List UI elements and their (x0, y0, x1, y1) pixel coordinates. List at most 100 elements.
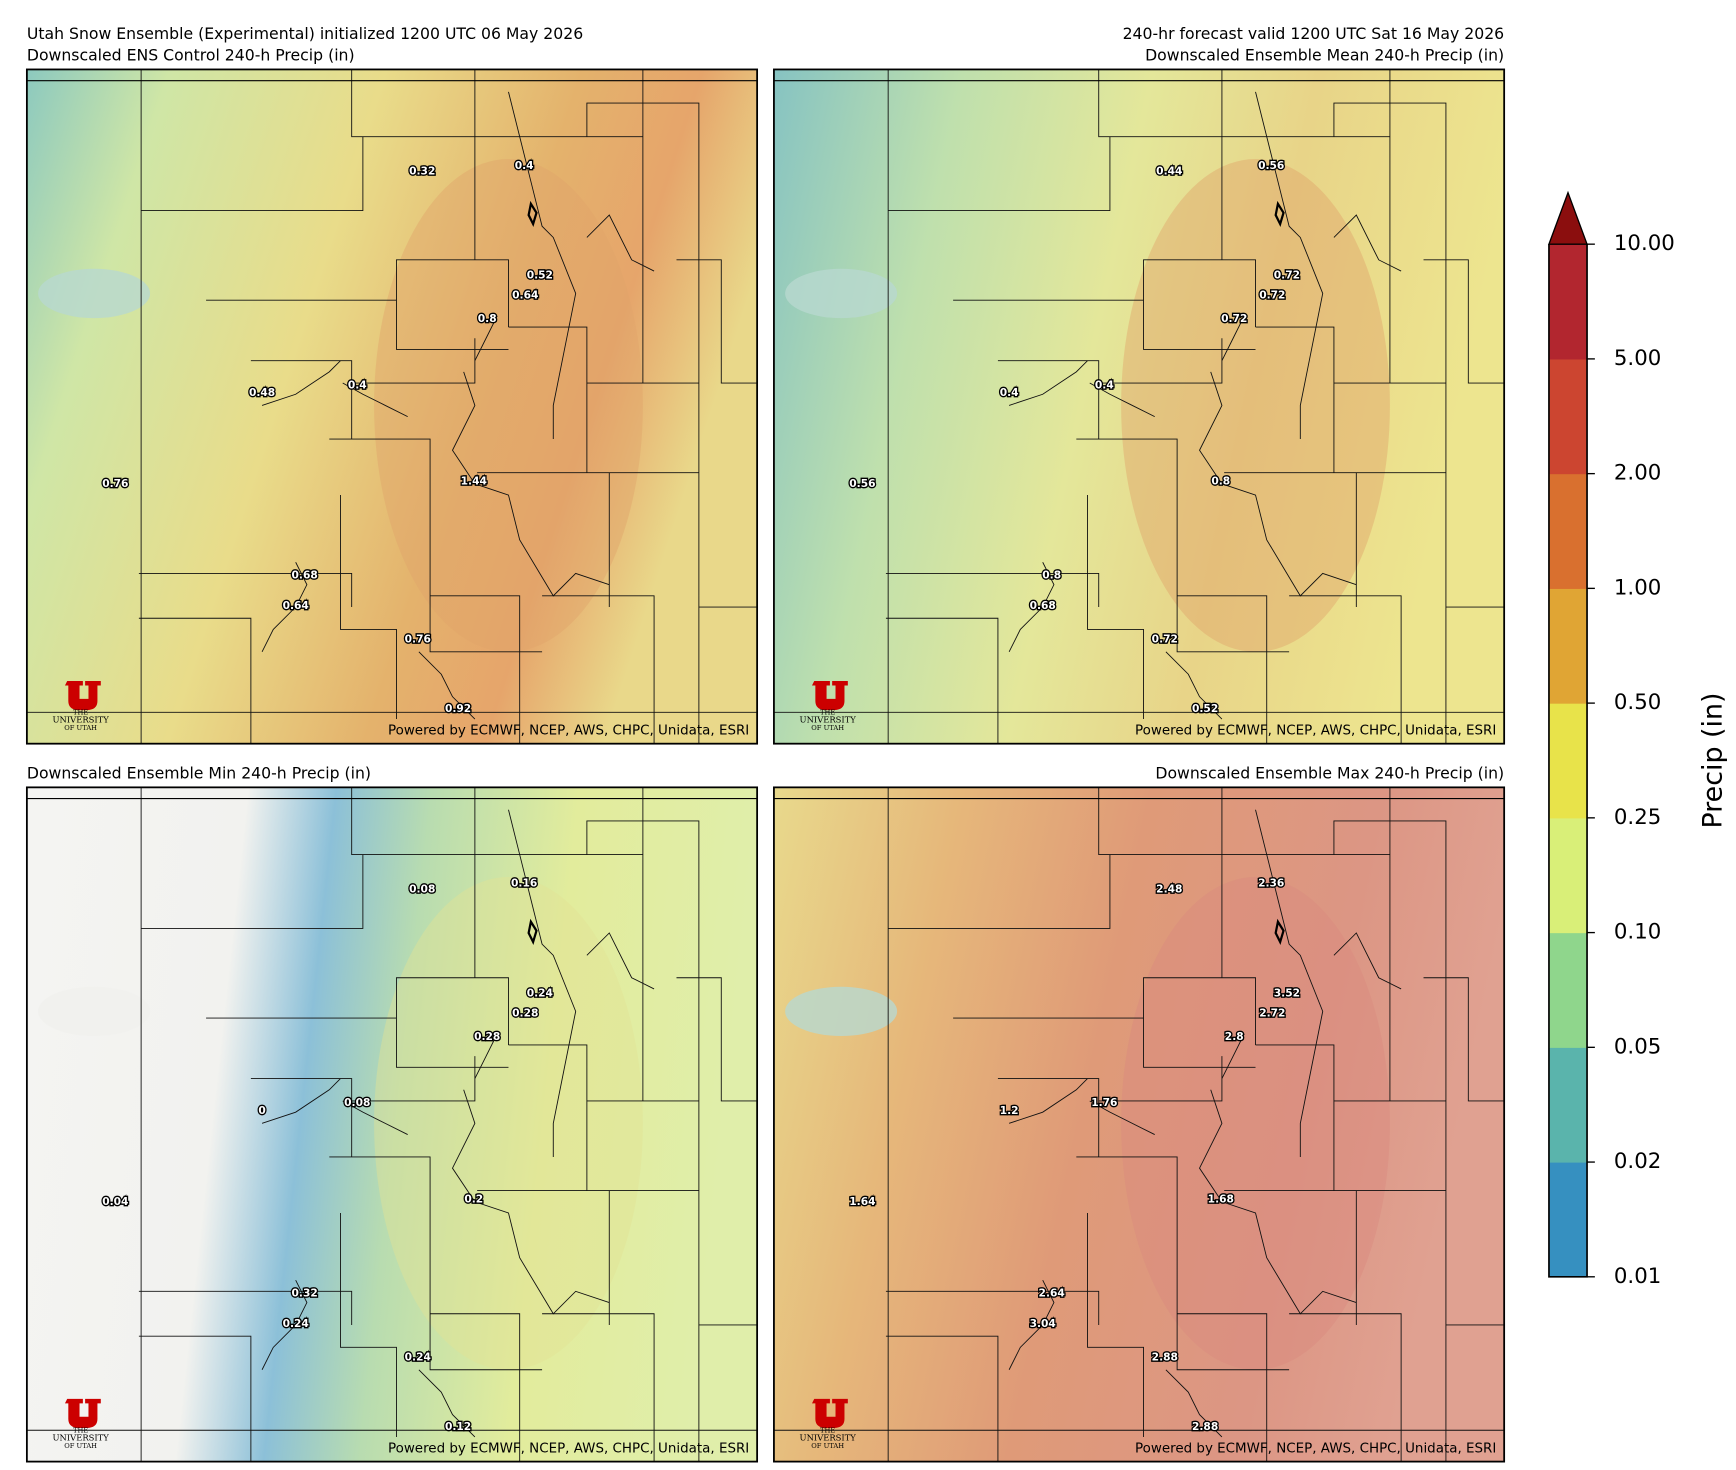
point-label: 0.28 (474, 1030, 500, 1043)
point-label: 2.48 (1156, 882, 1182, 895)
point-label: 2.8 (1225, 1030, 1244, 1043)
point-label: 0.56 (1258, 159, 1284, 172)
logo-text: THE (73, 709, 88, 717)
colorbar-tick-label: 0.50 (1614, 690, 1661, 715)
attribution: Powered by ECMWF, NCEP, AWS, CHPC, Unida… (388, 724, 749, 739)
attribution: Powered by ECMWF, NCEP, AWS, CHPC, Unida… (388, 1442, 749, 1457)
point-label: 0.64 (512, 289, 538, 302)
point-label: 0.32 (409, 164, 435, 177)
point-label: 0.72 (1259, 289, 1285, 302)
point-label: 0.4 (1095, 378, 1114, 391)
logo-mark (64, 1398, 101, 1428)
colorbar-label: Precip (in) (1697, 692, 1728, 828)
init-title: Utah Snow Ensemble (Experimental) initia… (27, 24, 583, 43)
point-label: 0.44 (1156, 164, 1182, 177)
colorbar-tick-label: 0.25 (1614, 805, 1661, 830)
precip-field (773, 787, 1505, 1462)
colorbar-tick-label: 0.10 (1614, 920, 1661, 945)
panel-title: Downscaled Ensemble Max 240-h Precip (in… (1155, 763, 1504, 782)
point-label: 0.24 (405, 1350, 431, 1363)
point-label: 2.64 (1039, 1287, 1065, 1300)
logo-text: OF UTAH (811, 724, 844, 732)
precip-field (26, 787, 758, 1462)
field-blob (374, 159, 643, 652)
logo-text: THE (73, 1426, 88, 1434)
colorbar-tick-label: 0.01 (1614, 1264, 1661, 1289)
point-label: 2.88 (1192, 1420, 1218, 1433)
point-label: 0.32 (292, 1287, 318, 1300)
panel-border (25, 786, 759, 1463)
point-label: 0.64 (283, 599, 309, 612)
lake (38, 986, 151, 1036)
logo-text: OF UTAH (811, 1442, 844, 1450)
logo-text: UNIVERSITY (52, 1432, 109, 1442)
panel-title: Downscaled Ensemble Min 240-h Precip (in… (27, 763, 371, 782)
logo-text: UNIVERSITY (52, 714, 109, 724)
colorbar-tick-label: 0.02 (1614, 1149, 1661, 1174)
point-label: 0.52 (527, 269, 553, 282)
colorbar-tick-label: 2.00 (1614, 461, 1661, 486)
logo-mark (812, 1398, 848, 1428)
point-label: 0.56 (849, 477, 875, 490)
point-label: 0.24 (283, 1317, 309, 1330)
colorbar-extend (1547, 190, 1589, 245)
colorbar-segment (1548, 1162, 1588, 1278)
colorbar-segment (1548, 703, 1588, 819)
attribution: Powered by ECMWF, NCEP, AWS, CHPC, Unida… (1135, 724, 1496, 739)
logo-text: UNIVERSITY (800, 1432, 857, 1442)
point-label: 1.2 (1000, 1104, 1019, 1117)
field-blob (374, 876, 643, 1370)
colorbar-tick-label: 1.00 (1614, 575, 1661, 600)
lake (785, 986, 898, 1036)
valid-title: 240-hr forecast valid 1200 UTC Sat 16 Ma… (1123, 24, 1505, 43)
colorbar-segment (1548, 358, 1588, 475)
point-label: 2.36 (1258, 877, 1284, 890)
colorbar-segment (1548, 817, 1588, 934)
point-label: 1.44 (461, 475, 487, 488)
point-label: 0.04 (102, 1195, 128, 1208)
point-label: 0.8 (1042, 569, 1061, 582)
point-label: 0.48 (249, 386, 275, 399)
field-blob (1121, 876, 1390, 1370)
point-label: 0.08 (344, 1096, 370, 1109)
point-label: 2.88 (1152, 1350, 1178, 1363)
field-blob (1121, 159, 1390, 652)
point-label: 0.12 (445, 1420, 471, 1433)
point-label: 0.8 (1211, 475, 1230, 488)
colorbar-tick-label: 0.05 (1614, 1034, 1661, 1059)
precip-field (773, 69, 1505, 744)
colorbar: 0.01 0.02 0.05 0.10 0.25 0.50 1.00 2.00 5.00 10.0… (1547, 190, 1728, 1289)
colorbar-tick-label: 5.00 (1614, 346, 1661, 371)
point-label: 1.68 (1208, 1193, 1234, 1206)
point-label: 0.92 (445, 702, 471, 715)
logo-mark (812, 680, 848, 711)
panel-border (773, 786, 1506, 1463)
point-label: 0.76 (405, 633, 431, 646)
precip-field (26, 69, 758, 744)
point-label: 2.72 (1259, 1007, 1285, 1020)
point-label: 0.24 (527, 986, 553, 999)
colorbar-outline (1548, 244, 1588, 1278)
point-label: 0.8 (478, 312, 497, 325)
lake (38, 268, 151, 319)
point-label: 0.68 (292, 569, 318, 582)
logo-mark (64, 680, 101, 711)
point-label: 0.72 (1274, 269, 1300, 282)
lake (785, 268, 898, 319)
panel-title: Downscaled Ensemble Mean 240-h Precip (i… (1145, 45, 1504, 64)
point-label: 0.08 (409, 882, 435, 895)
colorbar-segment (1548, 473, 1588, 589)
point-label: 0.4 (515, 159, 534, 172)
point-label: 0.72 (1152, 633, 1178, 646)
point-label: 3.04 (1030, 1317, 1056, 1330)
point-label: 3.52 (1274, 986, 1300, 999)
point-label: 0.28 (512, 1007, 538, 1020)
logo-text: OF UTAH (64, 1442, 97, 1450)
colorbar-tick-label: 10.00 (1614, 231, 1675, 256)
